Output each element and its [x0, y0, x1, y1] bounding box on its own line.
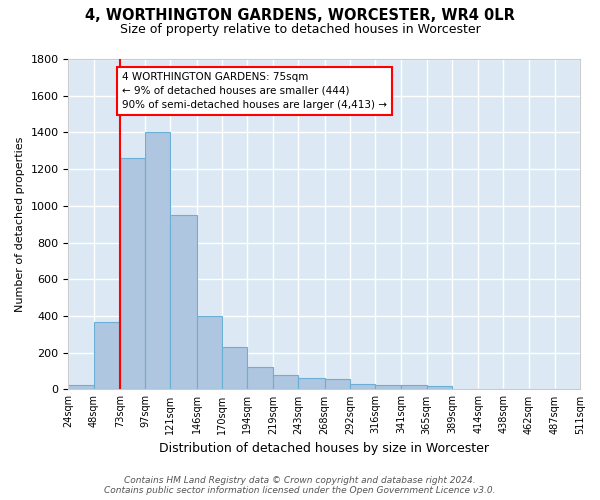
- Bar: [247, 368, 273, 390]
- Bar: [68, 385, 94, 390]
- Text: 4, WORTHINGTON GARDENS, WORCESTER, WR4 0LR: 4, WORTHINGTON GARDENS, WORCESTER, WR4 0…: [85, 8, 515, 22]
- Bar: [94, 322, 120, 390]
- Bar: [298, 378, 325, 390]
- Bar: [120, 158, 145, 390]
- Bar: [375, 385, 401, 390]
- Bar: [325, 380, 350, 390]
- X-axis label: Distribution of detached houses by size in Worcester: Distribution of detached houses by size …: [159, 442, 489, 455]
- Text: Size of property relative to detached houses in Worcester: Size of property relative to detached ho…: [119, 22, 481, 36]
- Bar: [145, 132, 170, 390]
- Bar: [401, 385, 427, 390]
- Text: Contains HM Land Registry data © Crown copyright and database right 2024.
Contai: Contains HM Land Registry data © Crown c…: [104, 476, 496, 495]
- Bar: [170, 215, 197, 390]
- Bar: [427, 386, 452, 390]
- Bar: [197, 316, 222, 390]
- Bar: [222, 347, 247, 390]
- Y-axis label: Number of detached properties: Number of detached properties: [15, 136, 25, 312]
- Bar: [273, 374, 298, 390]
- Bar: [350, 384, 375, 390]
- Text: 4 WORTHINGTON GARDENS: 75sqm
← 9% of detached houses are smaller (444)
90% of se: 4 WORTHINGTON GARDENS: 75sqm ← 9% of det…: [122, 72, 387, 110]
